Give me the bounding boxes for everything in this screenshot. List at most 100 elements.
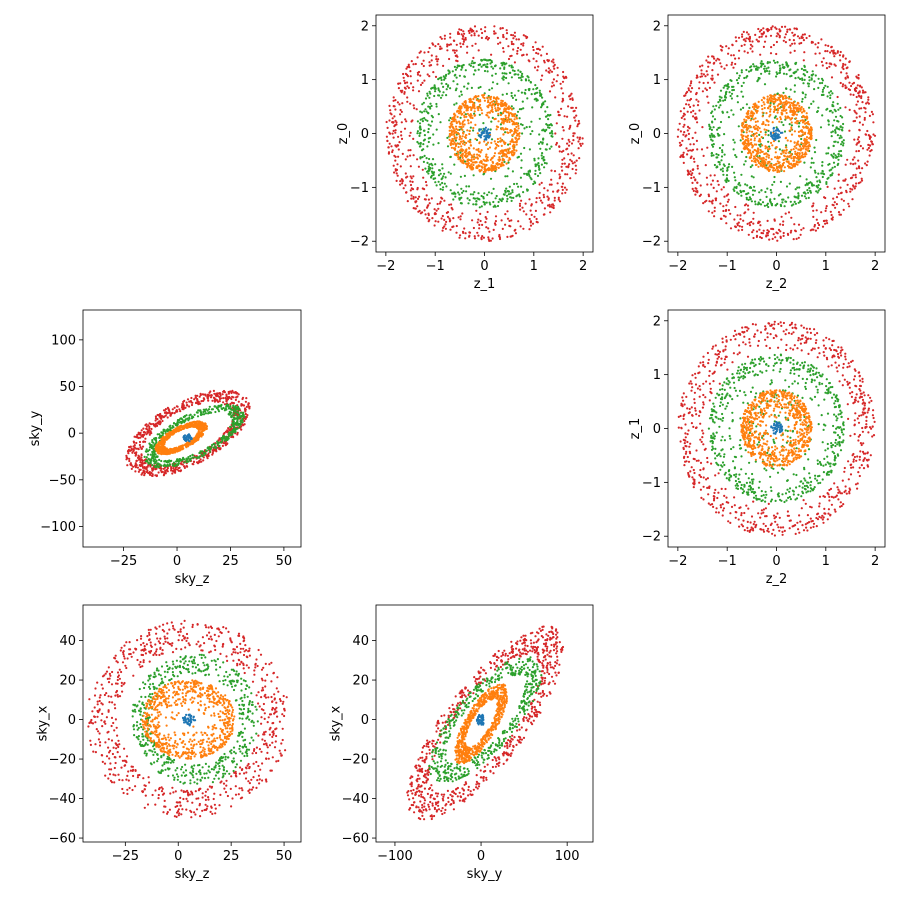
point-green [835, 127, 838, 130]
point-green [803, 74, 807, 77]
point-red [134, 454, 137, 457]
point-red [480, 28, 483, 31]
point-red [505, 37, 508, 41]
point-red [822, 57, 825, 60]
point-red [563, 157, 566, 160]
point-green [457, 191, 460, 194]
point-orange [788, 129, 791, 132]
point-red [836, 51, 839, 54]
point-red [477, 234, 480, 237]
point-green [758, 143, 761, 146]
point-red [746, 204, 750, 207]
point-green [766, 62, 769, 65]
point-green [528, 170, 532, 173]
point-red [853, 138, 856, 141]
point-red [842, 62, 845, 66]
point-red [406, 200, 409, 203]
point-green [435, 102, 438, 106]
point-red [475, 209, 478, 212]
point-red [531, 45, 535, 49]
point-red [540, 181, 543, 184]
point-green [501, 93, 504, 96]
point-green [536, 174, 540, 177]
point-red [861, 91, 865, 94]
point-orange [478, 100, 481, 103]
y-tick-label: 1 [653, 73, 661, 88]
point-red [679, 130, 683, 133]
point-red [824, 222, 827, 225]
point-red [793, 49, 796, 53]
point-red [419, 83, 423, 86]
point-red [839, 59, 842, 62]
point-blue [485, 131, 488, 135]
point-red [691, 168, 694, 171]
point-orange [754, 117, 757, 120]
point-orange [746, 113, 749, 116]
point-orange [800, 130, 803, 133]
point-red [568, 95, 571, 98]
point-red [385, 120, 388, 124]
point-green [765, 67, 768, 70]
point-green [711, 145, 715, 148]
point-red [857, 136, 860, 139]
point-red [561, 162, 564, 165]
point-red [559, 82, 562, 85]
point-red [566, 173, 569, 176]
point-red [412, 137, 415, 140]
point-green [489, 62, 492, 65]
point-orange [786, 155, 789, 158]
point-red [517, 220, 520, 223]
point-red [712, 186, 715, 189]
point-green [841, 116, 844, 119]
point-red [227, 427, 230, 430]
point-green [443, 78, 446, 81]
point-red [719, 44, 722, 48]
point-orange [459, 160, 462, 163]
point-red [793, 42, 796, 45]
point-red [538, 196, 541, 199]
point-green [710, 152, 713, 155]
point-orange [513, 148, 516, 151]
point-orange [761, 111, 764, 114]
point-orange [777, 97, 781, 100]
point-red [557, 110, 560, 113]
point-green [546, 143, 549, 146]
point-orange [495, 168, 498, 171]
point-red [397, 155, 400, 158]
point-red [820, 211, 823, 214]
point-orange [453, 129, 456, 132]
point-red [774, 236, 777, 239]
point-green [813, 146, 816, 149]
point-green [449, 155, 452, 159]
point-green [821, 79, 825, 82]
point-red [726, 200, 730, 203]
point-red [766, 231, 769, 235]
point-red [145, 470, 148, 474]
point-green [483, 58, 486, 61]
point-red [734, 225, 738, 229]
point-orange [761, 150, 764, 153]
point-orange [776, 117, 779, 120]
point-orange [802, 133, 805, 136]
point-green [807, 196, 810, 199]
point-red [855, 182, 858, 185]
point-red [406, 65, 409, 69]
point-red [710, 183, 713, 186]
point-orange [788, 155, 791, 158]
point-red [832, 51, 835, 54]
point-green [817, 86, 820, 89]
point-green [232, 408, 235, 411]
point-red [223, 431, 226, 435]
point-red [849, 93, 852, 96]
point-green [787, 196, 790, 199]
point-red [549, 211, 552, 214]
point-green [464, 113, 467, 116]
point-green [824, 84, 827, 87]
point-red [796, 35, 800, 38]
point-red [451, 208, 454, 211]
scatter-points [385, 25, 584, 242]
point-red [759, 224, 762, 227]
point-red [552, 204, 555, 207]
point-green [773, 175, 776, 179]
point-red [770, 26, 773, 29]
